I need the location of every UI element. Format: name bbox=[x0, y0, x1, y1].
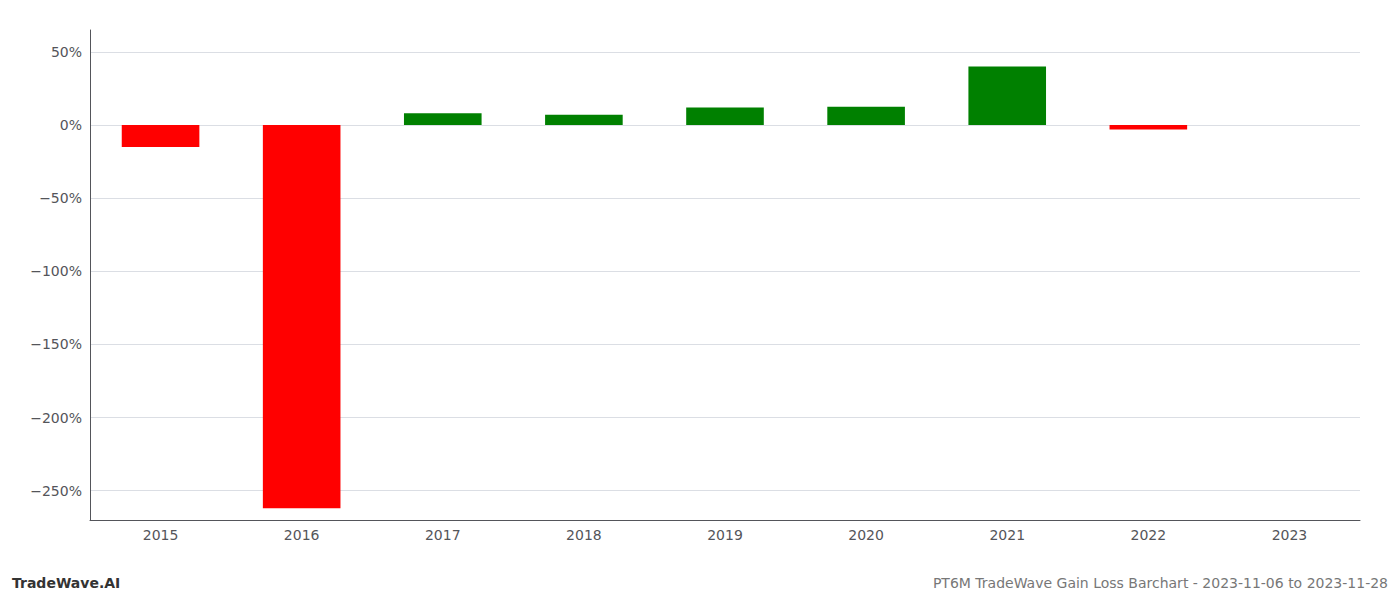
svg-text:2018: 2018 bbox=[566, 527, 602, 543]
svg-text:−250%: −250% bbox=[30, 483, 82, 499]
svg-text:50%: 50% bbox=[51, 44, 82, 60]
svg-text:0%: 0% bbox=[60, 117, 82, 133]
svg-text:PT6M TradeWave Gain Loss Barch: PT6M TradeWave Gain Loss Barchart - 2023… bbox=[933, 575, 1388, 591]
svg-text:−50%: −50% bbox=[39, 190, 82, 206]
svg-text:2021: 2021 bbox=[989, 527, 1025, 543]
svg-text:2015: 2015 bbox=[143, 527, 179, 543]
svg-text:2023: 2023 bbox=[1272, 527, 1308, 543]
svg-text:2022: 2022 bbox=[1131, 527, 1167, 543]
svg-text:−200%: −200% bbox=[30, 410, 82, 426]
svg-text:−150%: −150% bbox=[30, 336, 82, 352]
svg-text:2020: 2020 bbox=[848, 527, 884, 543]
svg-text:−100%: −100% bbox=[30, 263, 82, 279]
svg-text:2016: 2016 bbox=[284, 527, 320, 543]
svg-text:2019: 2019 bbox=[707, 527, 743, 543]
svg-text:TradeWave.AI: TradeWave.AI bbox=[12, 575, 120, 591]
svg-text:2017: 2017 bbox=[425, 527, 461, 543]
